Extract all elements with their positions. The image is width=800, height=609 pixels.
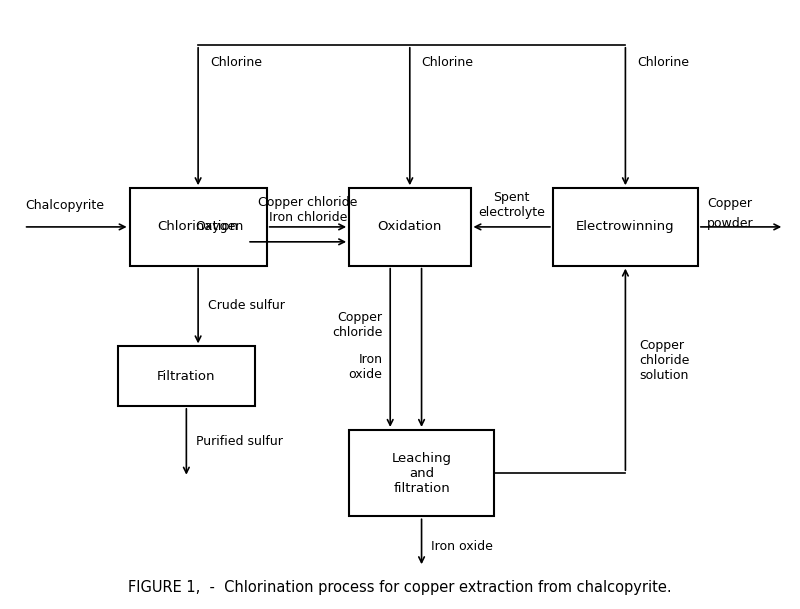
Text: Chlorination: Chlorination: [158, 220, 238, 233]
Text: Chalcopyrite: Chalcopyrite: [26, 199, 104, 212]
Text: Purified sulfur: Purified sulfur: [196, 435, 282, 448]
Text: Oxidation: Oxidation: [378, 220, 442, 233]
Text: Spent: Spent: [494, 191, 530, 204]
Text: Chlorine: Chlorine: [422, 56, 474, 69]
Text: Copper: Copper: [707, 197, 752, 210]
Text: Leaching
and
filtration: Leaching and filtration: [391, 452, 451, 495]
Bar: [349, 188, 470, 266]
Text: Iron: Iron: [358, 353, 382, 366]
Text: powder: powder: [707, 217, 754, 230]
Bar: [349, 430, 494, 516]
Text: electrolyte: electrolyte: [478, 206, 545, 219]
Text: Chlorine: Chlorine: [637, 56, 689, 69]
Bar: [118, 347, 255, 406]
Text: solution: solution: [639, 369, 689, 382]
Text: Copper: Copper: [639, 339, 685, 352]
Text: oxide: oxide: [349, 368, 382, 381]
Text: Crude sulfur: Crude sulfur: [207, 300, 285, 312]
Text: Iron oxide: Iron oxide: [431, 540, 493, 553]
Text: Copper chloride: Copper chloride: [258, 196, 358, 209]
Text: Copper: Copper: [338, 311, 382, 325]
Text: Chlorine: Chlorine: [210, 56, 262, 69]
Text: chloride: chloride: [639, 354, 690, 367]
Bar: [130, 188, 266, 266]
Text: FIGURE 1,  -  Chlorination process for copper extraction from chalcopyrite.: FIGURE 1, - Chlorination process for cop…: [128, 580, 672, 596]
Text: Oxygen: Oxygen: [195, 220, 243, 233]
Text: Electrowinning: Electrowinning: [576, 220, 674, 233]
Text: Iron chloride: Iron chloride: [269, 211, 347, 224]
Text: Filtration: Filtration: [157, 370, 216, 382]
Text: chloride: chloride: [332, 326, 382, 339]
Bar: [553, 188, 698, 266]
